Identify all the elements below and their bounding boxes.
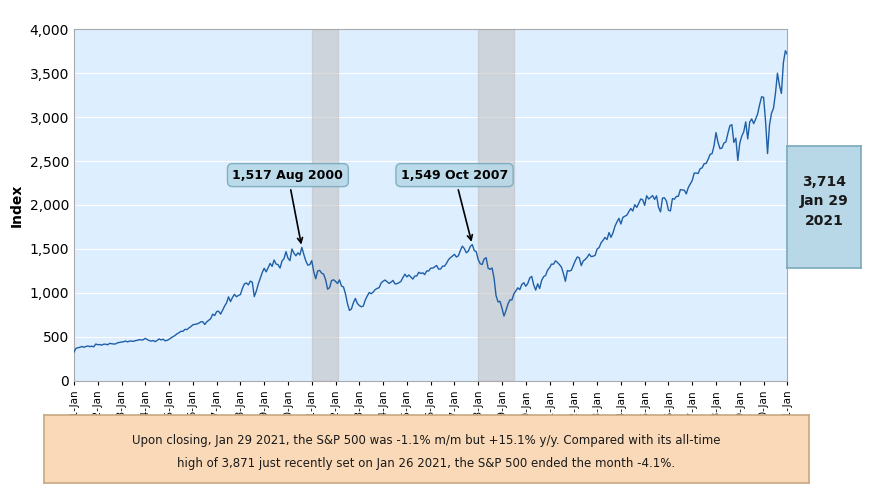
Text: 1,517 Aug 2000: 1,517 Aug 2000	[232, 169, 343, 243]
X-axis label: Year and month: Year and month	[368, 462, 492, 476]
Y-axis label: Index: Index	[10, 183, 24, 226]
Text: high of 3,871 just recently set on Jan 26 2021, the S&P 500 ended the month -4.1: high of 3,871 just recently set on Jan 2…	[177, 457, 674, 470]
Bar	[311, 29, 337, 381]
Text: 1,549 Oct 2007: 1,549 Oct 2007	[401, 169, 507, 240]
Bar	[478, 29, 514, 381]
Text: 3,714
Jan 29
2021: 3,714 Jan 29 2021	[799, 175, 848, 228]
Text: Upon closing, Jan 29 2021, the S&P 500 was -1.1% m/m but +15.1% y/y. Compared wi: Upon closing, Jan 29 2021, the S&P 500 w…	[132, 434, 720, 447]
